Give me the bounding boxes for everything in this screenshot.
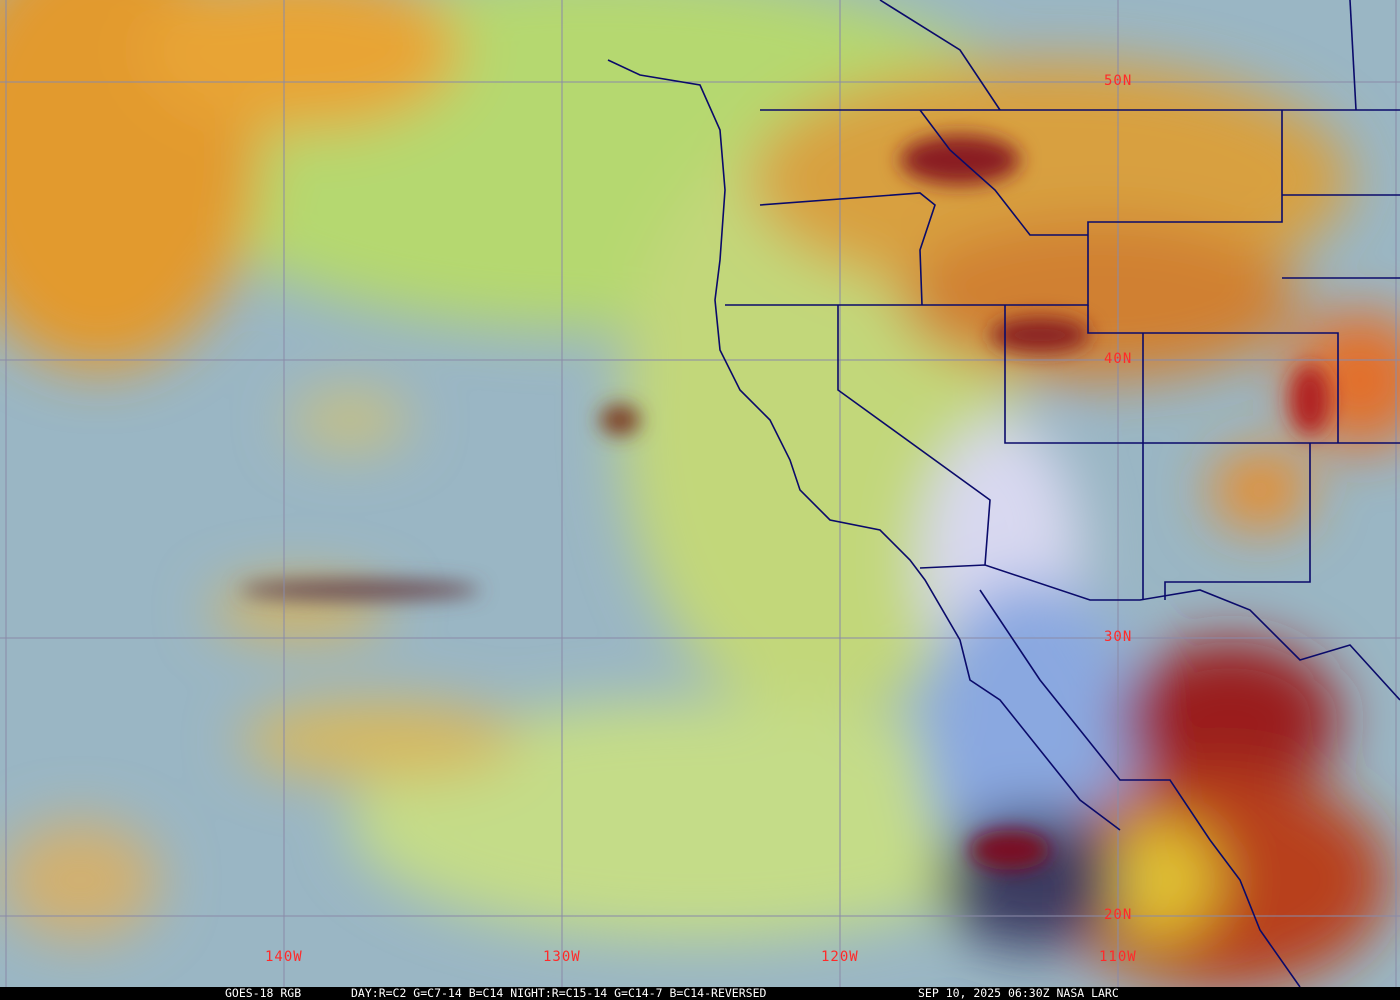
lat-label-30n: 30N: [1104, 629, 1132, 645]
image-caption-bar: GOES-18 RGB DAY:R=C2 G=C7-14 B=C14 NIGHT…: [0, 987, 1400, 1000]
state-borders-7: [1164, 443, 1311, 600]
lat-label-20n: 20N: [1104, 907, 1132, 923]
west-coast: [607, 59, 1121, 831]
grid-labels: 50N 40N 30N 20N 140W 130W 120W 110W: [265, 73, 1137, 965]
caption-satellite: GOES-18 RGB: [225, 986, 302, 1000]
lon-label-140w: 140W: [265, 949, 303, 965]
gulf-of-california: [979, 589, 1301, 987]
state-borders-12: [1349, 0, 1357, 111]
lon-label-120w: 120W: [821, 949, 859, 965]
coastlines-and-borders: [607, 0, 1400, 987]
state-borders: [725, 110, 1283, 306]
lon-label-130w: 130W: [543, 949, 581, 965]
caption-recipe: DAY:R=C2 G=C7-14 B=C14 NIGHT:R=C15-14 G=…: [351, 986, 767, 1000]
state-borders-4: [1004, 305, 1400, 444]
lat-label-50n: 50N: [1104, 73, 1132, 89]
state-borders-3: [837, 305, 991, 566]
lon-label-110w: 110W: [1099, 949, 1137, 965]
state-borders-5: [1087, 305, 1339, 443]
state-borders-11: [879, 0, 1001, 111]
caption-timestamp: SEP 10, 2025 06:30Z NASA LARC: [918, 986, 1119, 1000]
state-borders-8: [919, 109, 1088, 236]
state-borders-2: [759, 192, 936, 306]
lat-label-40n: 40N: [1104, 351, 1132, 367]
us-mexico-border: [919, 564, 1400, 701]
cloud-detail: [240, 135, 1330, 870]
